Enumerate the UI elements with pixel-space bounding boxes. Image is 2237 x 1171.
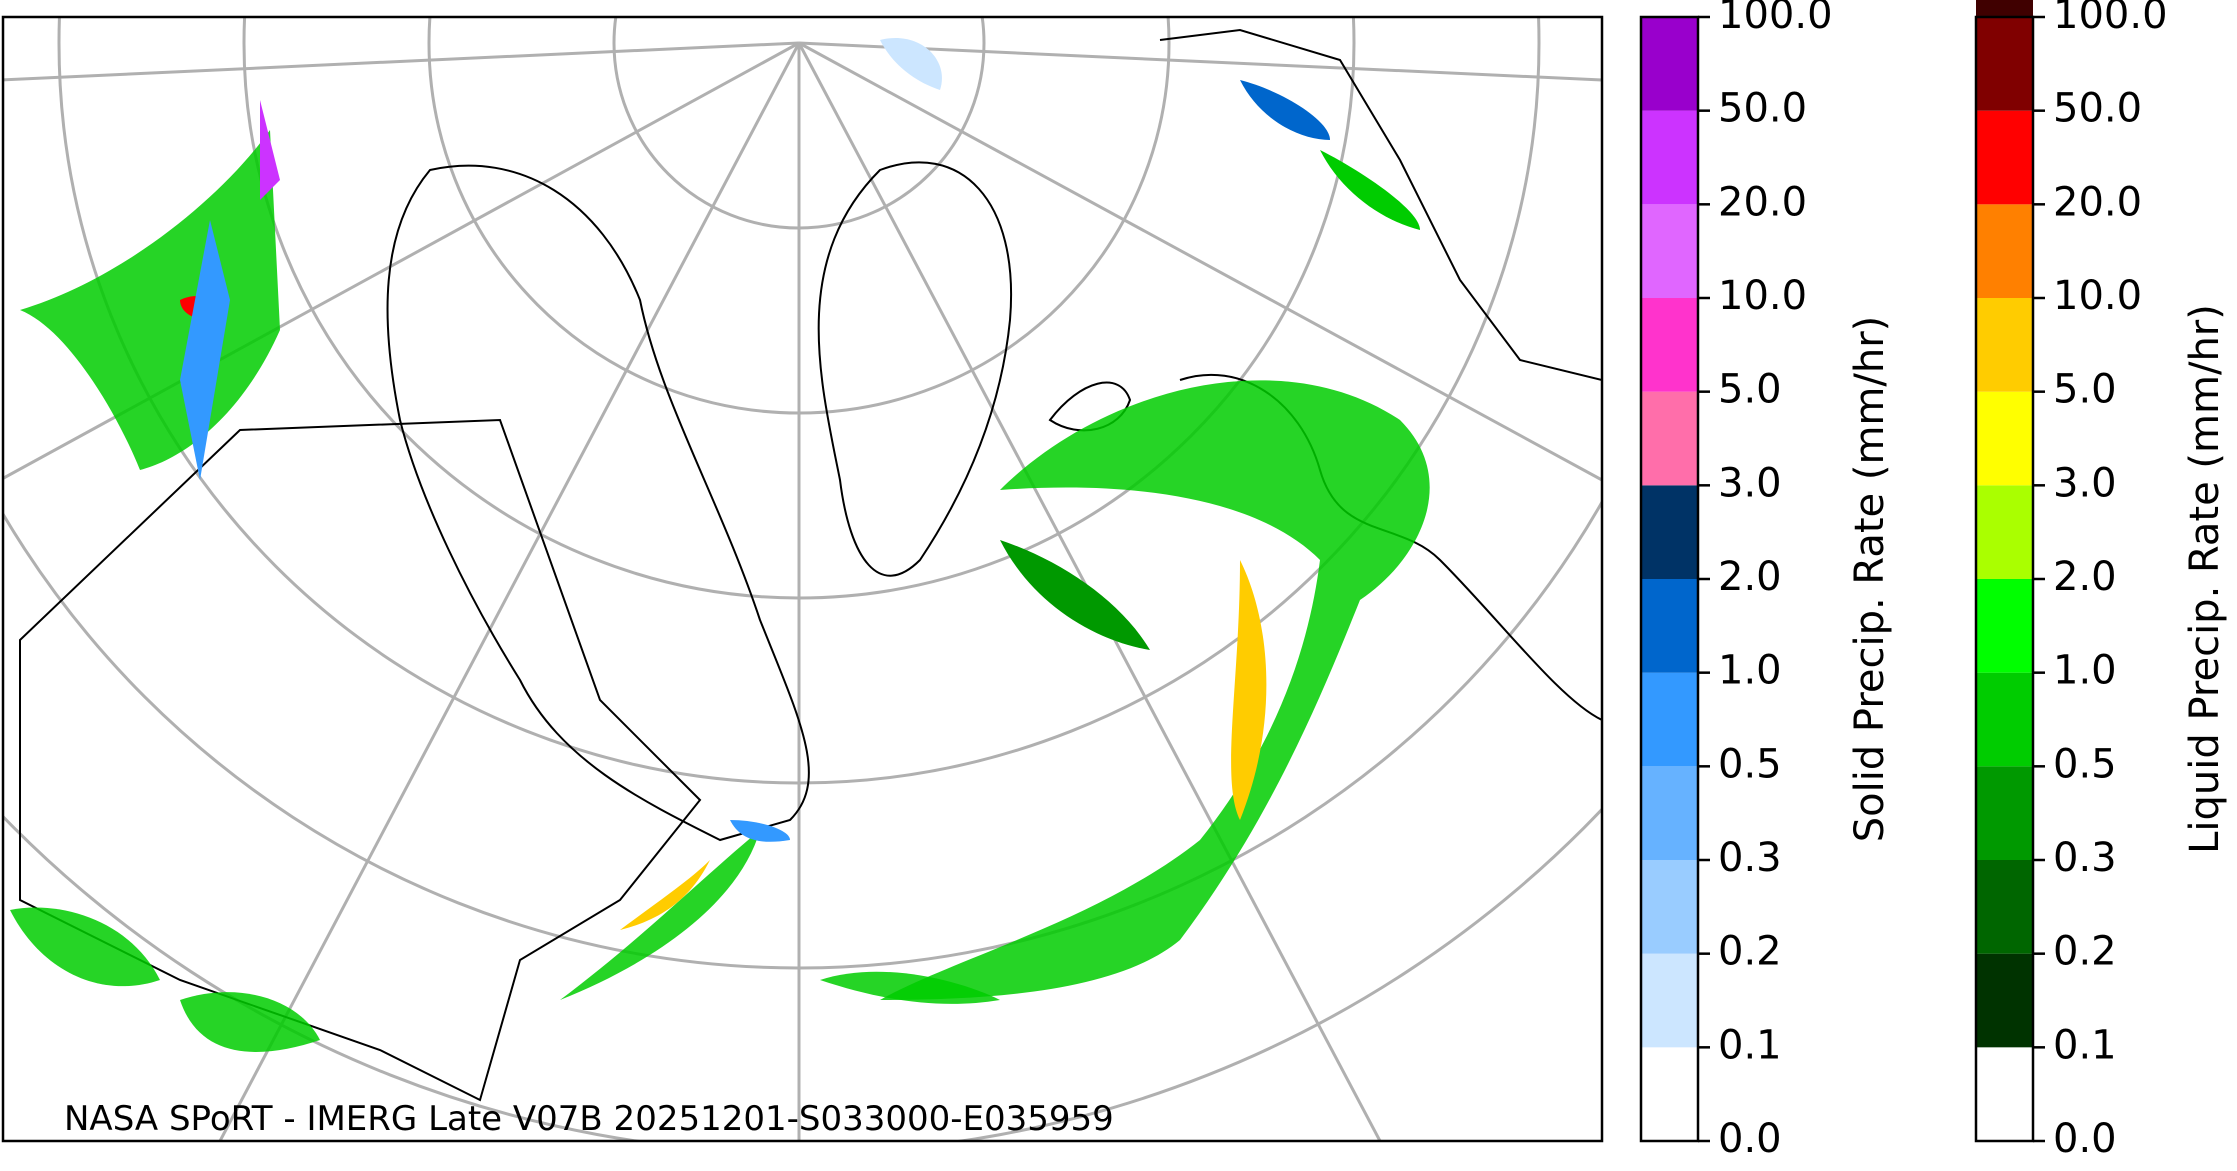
colorbar-tick-label: 0.0 xyxy=(2053,1116,2117,1162)
colorbar-tick-label: 0.3 xyxy=(1718,835,1782,881)
precipitation xyxy=(10,38,1430,1052)
colorbar-bin xyxy=(1641,391,1698,486)
colorbar-tick-label: 100.0 xyxy=(1718,0,1833,38)
colorbar-bin xyxy=(1976,298,2033,392)
colorbar-label: Liquid Precip. Rate (mm/hr) xyxy=(2182,304,2228,854)
colorbar-tick-label: 0.5 xyxy=(1718,741,1782,787)
colorbar-bin xyxy=(1976,485,2033,579)
colorbar-tick-label: 5.0 xyxy=(2053,367,2117,413)
colorbar-bin xyxy=(1976,391,2033,486)
colorbar-bin xyxy=(1976,204,2033,298)
colorbar-tick-label: 0.1 xyxy=(2053,1022,2117,1068)
colorbar-bin xyxy=(1641,485,1698,579)
caption: NASA SPoRT - IMERG Late V07B 20251201-S0… xyxy=(64,1099,1114,1139)
colorbar-bin xyxy=(1976,766,2033,860)
map: NASA SPoRT - IMERG Late V07B 20251201-S0… xyxy=(3,17,1602,1141)
graticule xyxy=(3,17,1602,1141)
colorbar-bin xyxy=(1641,672,1698,767)
colorbar-bin xyxy=(1976,953,2033,1048)
colorbar-bin xyxy=(1976,860,2033,954)
colorbar-tick-label: 0.0 xyxy=(1718,1116,1782,1162)
colorbar-tick-label: 20.0 xyxy=(2053,179,2142,225)
colorbar-bin xyxy=(1641,766,1698,860)
colorbar-tick-label: 0.2 xyxy=(1718,929,1782,975)
colorbar-tick-label: 10.0 xyxy=(1718,273,1807,319)
colorbar-bin xyxy=(1976,672,2033,767)
colorbar-tick-label: 100.0 xyxy=(2053,0,2168,38)
colorbar-bin xyxy=(1641,579,1698,673)
colorbar-bin xyxy=(1641,298,1698,392)
colorbar-bin xyxy=(1641,860,1698,954)
colorbar-bin xyxy=(1976,110,2033,205)
colorbar-bin xyxy=(1976,0,2033,17)
colorbar-tick-label: 2.0 xyxy=(1718,554,1782,600)
colorbar-label: Solid Precip. Rate (mm/hr) xyxy=(1847,316,1893,843)
colorbar-tick-label: 0.5 xyxy=(2053,741,2117,787)
colorbar-tick-label: 10.0 xyxy=(2053,273,2142,319)
colorbar-bin xyxy=(1641,1047,1698,1141)
colorbar-tick-label: 3.0 xyxy=(2053,460,2117,506)
colorbar-bin xyxy=(1641,17,1698,111)
colorbar-bin xyxy=(1976,17,2033,111)
colorbar-tick-label: 0.1 xyxy=(1718,1022,1782,1068)
colorbar-tick-label: 0.2 xyxy=(2053,929,2117,975)
colorbar-bin xyxy=(1976,1047,2033,1141)
colorbar-bin xyxy=(1641,953,1698,1048)
map-frame xyxy=(1,15,1604,1143)
colorbar-tick-label: 2.0 xyxy=(2053,554,2117,600)
colorbar-bin xyxy=(1976,579,2033,673)
colorbar-tick-label: 3.0 xyxy=(1718,460,1782,506)
colorbar-tick-label: 5.0 xyxy=(1718,367,1782,413)
colorbar-tick-label: 50.0 xyxy=(1718,86,1807,132)
colorbar-tick-label: 20.0 xyxy=(1718,179,1807,225)
colorbar-bin xyxy=(1641,204,1698,298)
colorbar-tick-label: 50.0 xyxy=(2053,86,2142,132)
colorbar-bin xyxy=(1641,110,1698,205)
colorbar-tick-label: 1.0 xyxy=(1718,648,1782,694)
colorbar-tick-label: 1.0 xyxy=(2053,648,2117,694)
colorbar-tick-label: 0.3 xyxy=(2053,835,2117,881)
